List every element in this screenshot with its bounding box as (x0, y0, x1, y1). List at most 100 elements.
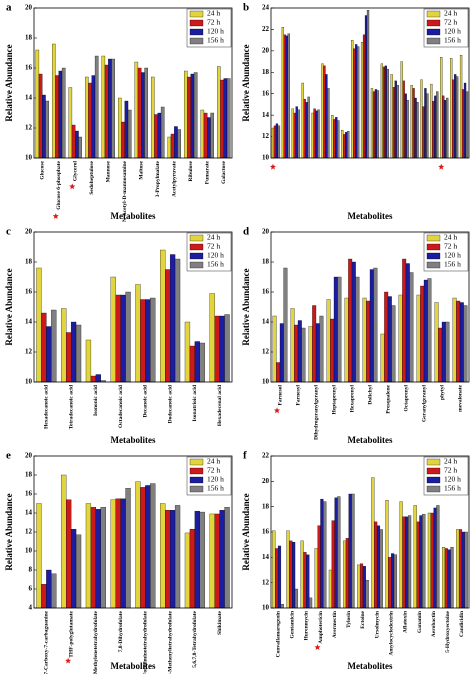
panel-label: c (6, 226, 11, 238)
bar (342, 540, 347, 609)
x-tick-label: 7,8-Dihydrofolate (118, 610, 124, 652)
y-tick-label: 20 (25, 4, 33, 12)
bar (219, 510, 225, 609)
x-tick-label: Avermectin (332, 611, 338, 638)
plot-frame (270, 231, 470, 383)
bar (412, 88, 415, 159)
panel: c 10 12 14 16 18 20 Relative Abundance Metabolit… (4, 226, 233, 445)
bar (405, 516, 409, 609)
bar (326, 299, 331, 383)
x-tick-label: Octadecanoic acid (118, 385, 124, 428)
x-tick-label: Ursolmycin (374, 611, 380, 638)
bar (360, 42, 364, 159)
bar (214, 315, 220, 383)
bar (433, 507, 437, 609)
bar (365, 579, 369, 609)
bar (455, 76, 459, 159)
bar (207, 117, 211, 159)
bar (286, 530, 290, 609)
bar (390, 74, 393, 159)
bar (405, 263, 410, 383)
bar (317, 525, 321, 609)
bar (277, 125, 281, 159)
bar (440, 57, 443, 159)
bar (214, 513, 220, 609)
bar (174, 505, 181, 609)
legend-label: 24 h (207, 457, 220, 466)
bar (189, 529, 196, 609)
y-tick-label: 10 (25, 547, 33, 555)
bar (458, 529, 463, 609)
bar (341, 129, 344, 159)
legend-label: 156 h (207, 260, 224, 269)
bar (409, 272, 414, 383)
legend-swatch (426, 234, 441, 242)
bar (356, 46, 360, 159)
bar (94, 55, 99, 159)
x-tick-label: Geranylgeranyl (421, 385, 427, 422)
x-tick-label: Acetylpyruvate (172, 160, 178, 197)
bar (325, 74, 328, 159)
bar (314, 548, 318, 609)
bar (75, 324, 82, 383)
bar (145, 299, 151, 383)
x-tick-label: Presqualene (385, 384, 391, 413)
x-tick-label: Isononic acid (93, 385, 99, 416)
bar (399, 501, 403, 609)
bar (150, 483, 156, 609)
bar (174, 126, 178, 159)
bar (312, 305, 317, 383)
bar (315, 323, 320, 383)
bar (319, 315, 324, 383)
panel: f 10 12 14 16 18 20 22 Relative Abundance Metabol… (241, 450, 470, 671)
x-tick-label: Farnesyl (295, 385, 301, 406)
bar (337, 276, 342, 383)
legend-label: 72 h (444, 18, 457, 27)
bar (426, 93, 429, 159)
bar (307, 96, 310, 159)
bar (160, 503, 166, 609)
legend-label: 120 h (444, 251, 461, 260)
legend-swatch (189, 19, 204, 27)
y-axis-label: Relative Abundance (241, 268, 251, 345)
y-axis-label: Relative Abundance (4, 493, 14, 570)
bar (144, 67, 149, 159)
bar (115, 294, 121, 383)
bar (216, 66, 221, 159)
bar (416, 521, 420, 609)
y-tick-label: 10 (262, 604, 270, 612)
bar (413, 505, 417, 609)
y-tick-label: 12 (25, 528, 33, 536)
legend-label: 24 h (444, 233, 457, 242)
panel-label: e (6, 450, 11, 462)
bar (400, 61, 403, 159)
bar (357, 564, 361, 609)
bar (436, 91, 439, 159)
legend-swatch (426, 261, 441, 269)
legend-swatch (189, 234, 204, 242)
bar (376, 525, 381, 609)
bar (306, 554, 310, 609)
panel-label: a (6, 2, 12, 14)
bar (351, 261, 356, 383)
y-tick-label: 16 (25, 64, 33, 72)
x-axis-label: Metabolites (111, 661, 156, 671)
bar (371, 477, 375, 609)
bar (465, 91, 469, 159)
y-tick-label: 16 (262, 89, 270, 97)
bar (359, 563, 364, 609)
bar (351, 39, 354, 159)
bar (309, 597, 313, 609)
x-tick-label: phytyl (439, 385, 445, 400)
x-tick-label: Dodecanoic acid (167, 385, 173, 423)
y-tick-label: 20 (262, 228, 270, 236)
bar (90, 507, 97, 609)
bar (184, 321, 191, 383)
bar (224, 314, 230, 383)
bar (292, 541, 296, 609)
bar (416, 102, 419, 159)
plot-frame (33, 455, 233, 609)
legend-label: 120 h (207, 251, 224, 260)
bar (51, 573, 57, 609)
bar (100, 507, 106, 609)
